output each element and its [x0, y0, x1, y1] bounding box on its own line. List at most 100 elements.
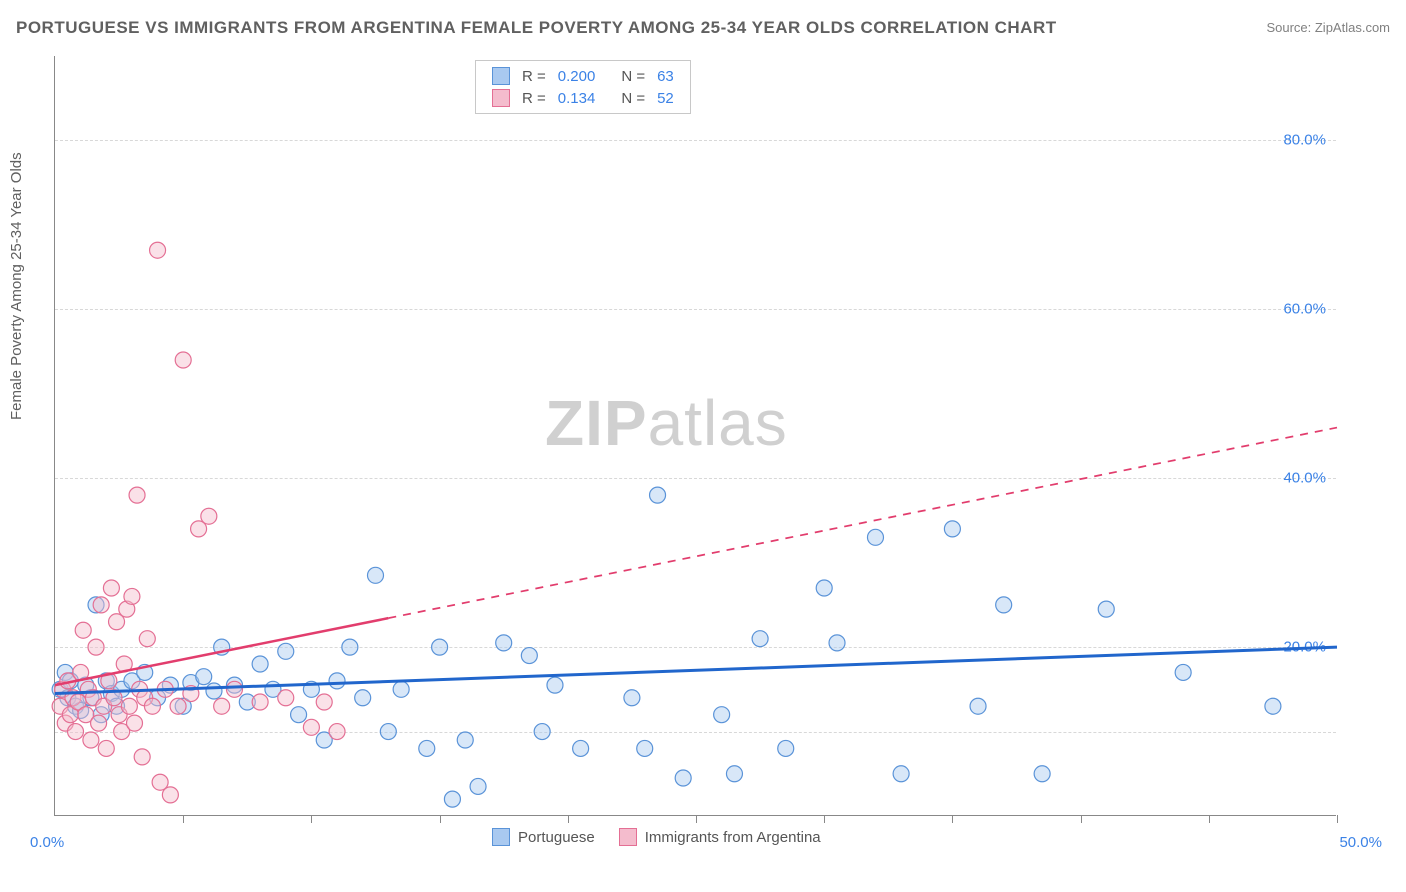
x-tick: [1209, 815, 1210, 823]
data-point: [139, 631, 155, 647]
data-point: [573, 740, 589, 756]
correlation-legend: R =0.200 N =63 R =0.134 N =52: [475, 60, 691, 114]
data-point: [419, 740, 435, 756]
data-point: [226, 681, 242, 697]
data-point: [129, 487, 145, 503]
data-point: [126, 715, 142, 731]
data-point: [214, 698, 230, 714]
data-point: [75, 622, 91, 638]
data-point: [252, 656, 268, 672]
legend-r-value: 0.134: [552, 87, 602, 109]
x-tick: [311, 815, 312, 823]
plot-area: 20.0%40.0%60.0%80.0% ZIPatlas R =0.200N …: [54, 56, 1336, 816]
x-tick: [1337, 815, 1338, 823]
data-point: [196, 669, 212, 685]
data-point: [175, 352, 191, 368]
data-point: [457, 732, 473, 748]
trend-line-dashed: [388, 428, 1337, 619]
legend-label: Portuguese: [518, 829, 595, 846]
data-point: [252, 694, 268, 710]
legend-swatch: [492, 67, 510, 85]
data-point: [170, 698, 186, 714]
data-point: [432, 639, 448, 655]
data-point: [121, 698, 137, 714]
legend-r-label: R =: [516, 65, 552, 87]
legend-swatch: [492, 89, 510, 107]
source-label: Source: ZipAtlas.com: [1266, 20, 1390, 35]
data-point: [444, 791, 460, 807]
data-point: [380, 724, 396, 740]
data-point: [393, 681, 409, 697]
legend-n-label: N =: [615, 87, 651, 109]
data-point: [355, 690, 371, 706]
data-point: [103, 580, 119, 596]
data-point: [521, 648, 537, 664]
data-point: [534, 724, 550, 740]
series-legend: Portuguese Immigrants from Argentina: [480, 828, 833, 850]
data-point: [91, 715, 107, 731]
data-point: [944, 521, 960, 537]
data-point: [342, 639, 358, 655]
data-point: [714, 707, 730, 723]
legend-n-value: 63: [651, 65, 680, 87]
data-point: [752, 631, 768, 647]
data-point: [470, 778, 486, 794]
data-point: [970, 698, 986, 714]
data-point: [83, 732, 99, 748]
data-point: [1175, 664, 1191, 680]
data-point: [201, 508, 217, 524]
data-point: [637, 740, 653, 756]
data-point: [329, 673, 345, 689]
data-point: [291, 707, 307, 723]
data-point: [68, 724, 84, 740]
data-point: [150, 242, 166, 258]
data-point: [1265, 698, 1281, 714]
data-point: [124, 588, 140, 604]
x-tick: [568, 815, 569, 823]
data-point: [368, 567, 384, 583]
y-axis-label: Female Poverty Among 25-34 Year Olds: [8, 152, 25, 420]
data-point: [1098, 601, 1114, 617]
x-min-label: 0.0%: [30, 834, 64, 851]
data-point: [816, 580, 832, 596]
data-point: [867, 529, 883, 545]
legend-row: R =0.200 N =63: [486, 65, 680, 87]
data-point: [206, 683, 222, 699]
legend-item: Immigrants from Argentina: [619, 828, 821, 846]
legend-r-label: R =: [516, 87, 552, 109]
legend-r-value: 0.200: [552, 65, 602, 87]
legend-n-label: N =: [615, 65, 651, 87]
x-tick: [440, 815, 441, 823]
data-point: [134, 749, 150, 765]
data-point: [778, 740, 794, 756]
chart-title: PORTUGUESE VS IMMIGRANTS FROM ARGENTINA …: [16, 18, 1057, 38]
trend-line: [55, 647, 1337, 693]
data-point: [893, 766, 909, 782]
data-point: [162, 787, 178, 803]
data-point: [624, 690, 640, 706]
data-point: [1034, 766, 1050, 782]
data-point: [496, 635, 512, 651]
legend-item: Portuguese: [492, 828, 595, 846]
data-point: [144, 698, 160, 714]
x-tick: [183, 815, 184, 823]
data-point: [303, 719, 319, 735]
legend-swatch: [492, 828, 510, 846]
scatter-svg: [55, 56, 1336, 815]
data-point: [547, 677, 563, 693]
data-point: [98, 740, 114, 756]
x-tick: [696, 815, 697, 823]
data-point: [278, 643, 294, 659]
data-point: [829, 635, 845, 651]
legend-n-value: 52: [651, 87, 680, 109]
data-point: [93, 597, 109, 613]
x-tick: [952, 815, 953, 823]
data-point: [996, 597, 1012, 613]
data-point: [650, 487, 666, 503]
data-point: [88, 639, 104, 655]
x-max-label: 50.0%: [1339, 834, 1382, 851]
legend-row: R =0.134 N =52: [486, 87, 680, 109]
data-point: [675, 770, 691, 786]
legend-swatch: [619, 828, 637, 846]
legend-label: Immigrants from Argentina: [645, 829, 821, 846]
